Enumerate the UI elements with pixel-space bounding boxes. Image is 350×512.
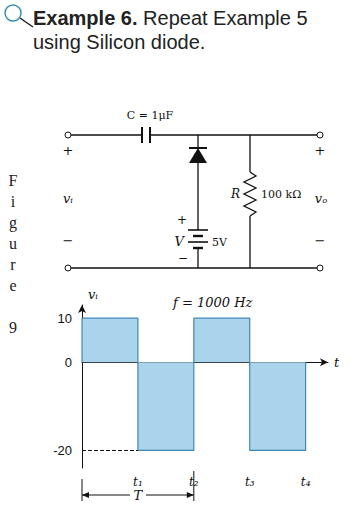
- svg-text:vᵢ: vᵢ: [88, 287, 98, 302]
- svg-text:t: t: [334, 355, 340, 370]
- svg-text:100 kΩ: 100 kΩ: [261, 188, 301, 201]
- svg-text:+: +: [177, 213, 187, 227]
- svg-text:t₂: t₂: [189, 475, 199, 489]
- html-text:i: i: [10, 193, 16, 210]
- svg-text:−: −: [315, 233, 326, 248]
- svg-text:t₃: t₃: [245, 475, 255, 489]
- svg-text:t₄: t₄: [301, 475, 311, 489]
- html-text:u: u: [9, 235, 17, 252]
- svg-text:10: 10: [58, 311, 72, 326]
- svg-text:-20: -20: [53, 443, 72, 458]
- svg-text:5V: 5V: [212, 236, 228, 249]
- svg-text:C = 1μF: C = 1μF: [127, 109, 174, 122]
- svg-text:f = 1000 Hz: f = 1000 Hz: [172, 295, 253, 310]
- svg-text:T: T: [134, 488, 144, 503]
- svg-text:−: −: [63, 233, 74, 248]
- svg-text:−: −: [178, 251, 188, 265]
- svg-text:+: +: [315, 143, 326, 158]
- html-text:F: F: [8, 172, 18, 189]
- svg-text:0: 0: [65, 355, 72, 370]
- svg-text:vₒ: vₒ: [315, 191, 327, 206]
- html-text:9: 9: [9, 319, 17, 336]
- html-text:Example 6. Repeat Example 5 us: Example 6. Repeat Example 5 using Silico…: [33, 7, 308, 53]
- svg-text:t₁: t₁: [133, 475, 143, 489]
- svg-text:+: +: [63, 143, 74, 158]
- html-text:e: e: [9, 277, 17, 294]
- svg-text:R: R: [230, 187, 240, 201]
- svg-text:vᵢ: vᵢ: [63, 191, 73, 206]
- svg-text:V: V: [175, 234, 186, 249]
- html-text:r: r: [10, 256, 16, 273]
- html-text:g: g: [9, 214, 17, 231]
